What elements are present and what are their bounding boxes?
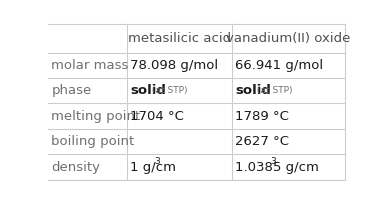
Text: solid: solid (130, 84, 166, 97)
Text: boiling point: boiling point (51, 135, 135, 148)
Text: 1789 °C: 1789 °C (236, 110, 289, 123)
Text: phase: phase (51, 84, 92, 97)
Text: 1.0385 g/cm: 1.0385 g/cm (236, 161, 319, 174)
Text: melting point: melting point (51, 110, 141, 123)
Text: 78.098 g/mol: 78.098 g/mol (130, 59, 218, 72)
Text: vanadium(II) oxide: vanadium(II) oxide (226, 32, 350, 45)
Text: 1 g/cm: 1 g/cm (130, 161, 176, 174)
Text: 3: 3 (154, 157, 160, 166)
Text: (at STP): (at STP) (257, 86, 293, 95)
Text: 1704 °C: 1704 °C (130, 110, 184, 123)
Text: solid: solid (236, 84, 271, 97)
Text: 3: 3 (270, 157, 276, 166)
Text: 2627 °C: 2627 °C (236, 135, 290, 148)
Text: molar mass: molar mass (51, 59, 129, 72)
Text: (at STP): (at STP) (152, 86, 187, 95)
Text: 66.941 g/mol: 66.941 g/mol (236, 59, 324, 72)
Text: density: density (51, 161, 100, 174)
Text: metasilicic acid: metasilicic acid (128, 32, 231, 45)
